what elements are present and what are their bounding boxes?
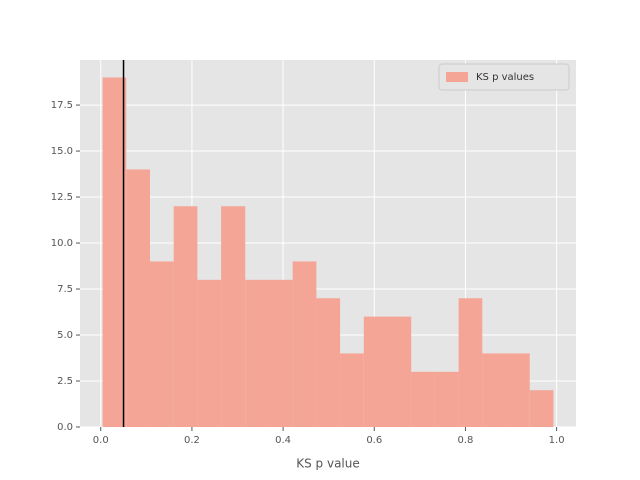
bar bbox=[411, 371, 435, 427]
x-tick-label: 0.8 bbox=[457, 435, 473, 446]
bar bbox=[173, 206, 198, 427]
bar bbox=[149, 261, 174, 427]
x-tick-label: 0.2 bbox=[184, 435, 200, 446]
bar bbox=[340, 353, 364, 427]
y-tick-label: 12.5 bbox=[51, 192, 73, 203]
y-tick-label: 15.0 bbox=[51, 146, 73, 157]
y-tick-label: 7.5 bbox=[57, 284, 73, 295]
bar bbox=[316, 298, 341, 427]
bar bbox=[363, 316, 388, 427]
legend-swatch bbox=[446, 72, 468, 82]
bar bbox=[102, 77, 127, 427]
bar bbox=[458, 298, 483, 427]
bar bbox=[245, 279, 269, 427]
bar bbox=[529, 390, 554, 427]
y-tick-label: 0.0 bbox=[57, 422, 73, 433]
bar bbox=[221, 206, 246, 427]
bar bbox=[197, 279, 222, 427]
y-tick-label: 10.0 bbox=[51, 238, 73, 249]
bar bbox=[434, 371, 459, 427]
bar bbox=[387, 316, 412, 427]
y-tick-label: 5.0 bbox=[57, 330, 73, 341]
bar bbox=[126, 169, 150, 427]
x-tick-label: 0.4 bbox=[275, 435, 291, 446]
bar bbox=[482, 353, 507, 427]
bar bbox=[268, 279, 293, 427]
x-tick-label: 1.0 bbox=[549, 435, 565, 446]
y-tick-label: 17.5 bbox=[51, 100, 73, 111]
y-tick-label: 2.5 bbox=[57, 376, 73, 387]
bar bbox=[292, 261, 317, 427]
legend-label: KS p values bbox=[476, 72, 534, 83]
legend-box bbox=[438, 63, 570, 91]
x-axis-label: KS p value bbox=[296, 457, 360, 471]
x-tick-label: 0.0 bbox=[93, 435, 109, 446]
bar bbox=[506, 353, 530, 427]
x-tick-label: 0.6 bbox=[366, 435, 382, 446]
